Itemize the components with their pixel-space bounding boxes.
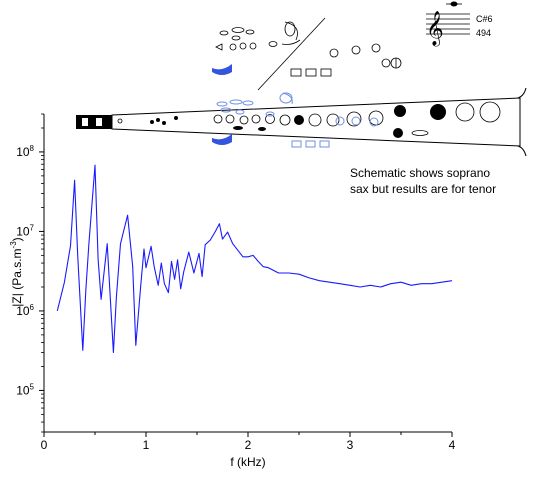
key-layout-blue-key-icon [212,64,232,75]
x-axis-title: f (kHz) [230,455,265,469]
annotation: Schematic shows soprano sax but results … [350,166,496,196]
y-axis-title: |Z| (Pa.s.m-3) [9,237,24,306]
mouthpiece-icon [76,115,112,129]
key-layout-diagram [215,17,402,91]
x-tick-label: 0 [41,438,48,452]
y-tick-label: 106 [16,303,34,318]
y-tick-label: 105 [16,382,34,397]
thumb-rest-icon [212,134,232,145]
note-head-icon [450,1,458,7]
x-tick-label: 1 [143,438,150,452]
x-tick-label: 2 [245,438,252,452]
treble-clef-icon: 𝄞 [426,11,444,47]
x-tick-label: 4 [449,438,456,452]
note-label: C#6 [476,14,493,24]
tone-holes [213,101,501,138]
annotation-line-2: sax but results are for tenor [350,182,496,196]
y-tick-label: 107 [16,223,34,238]
sax-bell [517,87,527,99]
note-panel: 𝄞 C#6 494 [426,1,493,47]
y-tick-label: 108 [16,144,34,159]
note-frequency: 494 [476,28,491,38]
saxophone-schematic [76,87,527,157]
x-axis-ticks: 0 1 2 3 4 [41,432,456,452]
y-axis-ticks: 105 106 107 108 [16,113,44,433]
x-tick-label: 3 [347,438,354,452]
impedance-curve [56,164,453,354]
y-axis-title-exponent: -3 [9,241,18,249]
sax-body [111,97,521,147]
active-keys-overlay [216,92,379,148]
series-layer [56,164,453,354]
impedance-chart: 0 1 2 3 4 105 106 107 108 f (kHz) |Z| (Pa.s.m-3… [9,113,456,469]
annotation-line-1: Schematic shows soprano [350,166,490,180]
